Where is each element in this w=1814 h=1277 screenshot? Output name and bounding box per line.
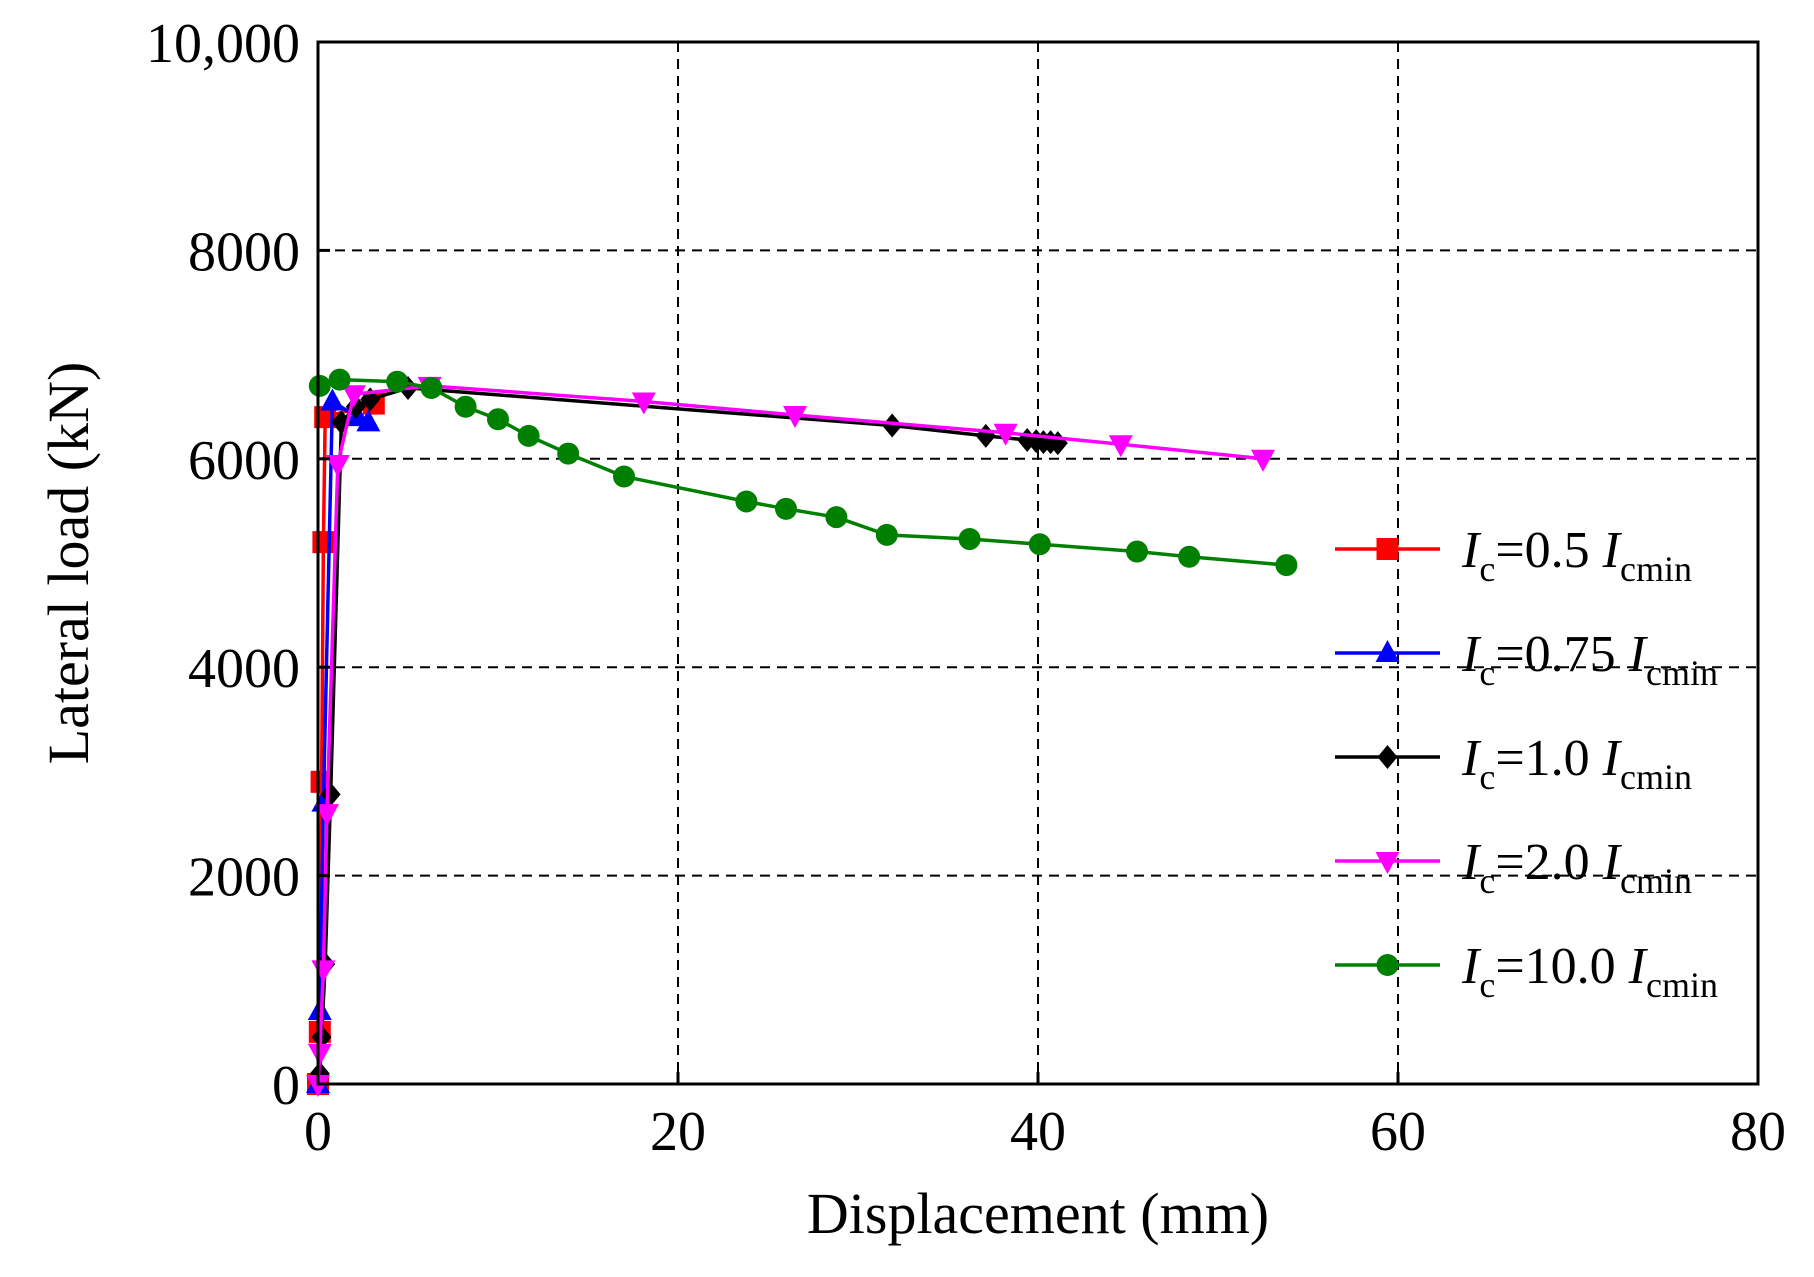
x-tick-label: 0 xyxy=(304,1101,332,1163)
data-point xyxy=(454,395,477,418)
data-point xyxy=(825,506,848,529)
legend-label-part: I xyxy=(1461,626,1482,683)
series-group xyxy=(309,375,1068,1086)
y-tick-label: 2000 xyxy=(188,847,300,909)
data-point xyxy=(320,782,341,807)
data-point xyxy=(993,423,1018,446)
data-point xyxy=(735,490,758,513)
legend-label: Ic=1.0 Icmin xyxy=(1461,730,1692,797)
legend-subscript: cmin xyxy=(1620,861,1692,901)
legend-marker xyxy=(1375,852,1400,874)
legend-entry: Ic=1.0 Icmin xyxy=(1335,730,1692,797)
data-point xyxy=(517,424,540,447)
x-tick-label: 60 xyxy=(1370,1101,1426,1163)
legend-label-part: I xyxy=(1461,522,1482,579)
legend-label-part: =2.0 xyxy=(1495,834,1602,891)
legend-subscript: c xyxy=(1479,653,1495,693)
data-point xyxy=(328,368,351,391)
legend-subscript: cmin xyxy=(1620,549,1692,589)
data-point xyxy=(775,497,797,520)
data-point xyxy=(307,998,332,1021)
x-tick-label: 20 xyxy=(650,1101,706,1163)
legend-label-part: I xyxy=(1628,626,1649,683)
legend-label: Ic=2.0 Icmin xyxy=(1461,834,1692,901)
legend-entry: Ic=10.0 Icmin xyxy=(1335,938,1718,1005)
y-tick-label: 0 xyxy=(272,1055,300,1117)
legend-label-part: I xyxy=(1461,938,1482,995)
y-tick-label: 10,000 xyxy=(146,13,300,75)
legend-subscript: c xyxy=(1479,861,1495,901)
x-tick-label: 80 xyxy=(1730,1101,1786,1163)
data-point xyxy=(356,409,381,432)
legend-label-part: =0.75 xyxy=(1495,626,1628,683)
legend-label-part: I xyxy=(1628,938,1649,995)
legend-label: Ic=10.0 Icmin xyxy=(1461,938,1718,1005)
legend-marker xyxy=(1376,538,1399,560)
legend-entry: Ic=0.75 Icmin xyxy=(1335,626,1718,693)
data-point xyxy=(320,388,345,411)
legend-subscript: cmin xyxy=(1646,653,1718,693)
legend-subscript: c xyxy=(1479,965,1495,1005)
data-point xyxy=(1126,540,1148,563)
y-axis-title: Lateral load (kN) xyxy=(36,362,101,765)
legend-label-part: I xyxy=(1602,522,1623,579)
axis-ticks: 0 20 40 60 80 0 2000 4000 6000 8000 10,000 xyxy=(146,13,1786,1163)
data-point xyxy=(1178,545,1201,568)
y-tick-label: 6000 xyxy=(188,430,300,492)
legend-label-part: I xyxy=(1461,730,1482,787)
data-point xyxy=(975,423,996,448)
data-point xyxy=(487,408,509,431)
data-point xyxy=(613,465,635,488)
legend-label: Ic=0.75 Icmin xyxy=(1461,626,1718,693)
legend-subscript: c xyxy=(1479,757,1495,797)
data-point xyxy=(1028,533,1051,556)
legend-label-part: =0.5 xyxy=(1495,522,1602,579)
legend-label-part: I xyxy=(1602,834,1623,891)
data-point xyxy=(958,528,981,551)
data-point xyxy=(1251,449,1275,472)
legend-marker xyxy=(1375,640,1400,662)
series-group xyxy=(306,376,1275,1097)
data-point xyxy=(557,442,580,465)
gridlines xyxy=(318,42,1758,1084)
series-group xyxy=(308,368,1298,577)
data-point xyxy=(306,1075,330,1097)
legend-label-part: =1.0 xyxy=(1495,730,1602,787)
data-point xyxy=(875,523,898,546)
legend-marker xyxy=(1376,954,1399,976)
data-point xyxy=(308,374,331,397)
legend-label-part: I xyxy=(1602,730,1623,787)
data-point xyxy=(386,370,409,393)
data-point xyxy=(420,376,443,399)
data-point xyxy=(311,960,336,983)
legend-marker xyxy=(1377,745,1398,769)
legend-label: Ic=0.5 Icmin xyxy=(1461,522,1692,589)
legend-entry: Ic=0.5 Icmin xyxy=(1335,522,1692,589)
series-lines xyxy=(306,368,1298,1097)
data-point xyxy=(1275,554,1298,577)
data-point xyxy=(1108,435,1133,458)
legend-entry: Ic=2.0 Icmin xyxy=(1335,834,1692,901)
data-point xyxy=(631,392,656,415)
legend-label-part: =10.0 xyxy=(1495,938,1628,995)
data-point xyxy=(315,804,339,827)
y-tick-label: 4000 xyxy=(188,638,300,700)
data-point xyxy=(783,406,807,429)
data-point xyxy=(342,385,366,408)
y-tick-label: 8000 xyxy=(188,221,300,283)
series-line xyxy=(316,384,1264,1085)
data-point xyxy=(325,455,350,478)
data-point xyxy=(307,1043,332,1066)
legend-subscript: c xyxy=(1479,549,1495,589)
legend-label-part: I xyxy=(1461,834,1482,891)
legend-subscript: cmin xyxy=(1646,965,1718,1005)
data-point xyxy=(882,413,903,438)
x-tick-label: 40 xyxy=(1010,1101,1066,1163)
legend-subscript: cmin xyxy=(1620,757,1692,797)
x-axis-title: Displacement (mm) xyxy=(807,1181,1269,1246)
